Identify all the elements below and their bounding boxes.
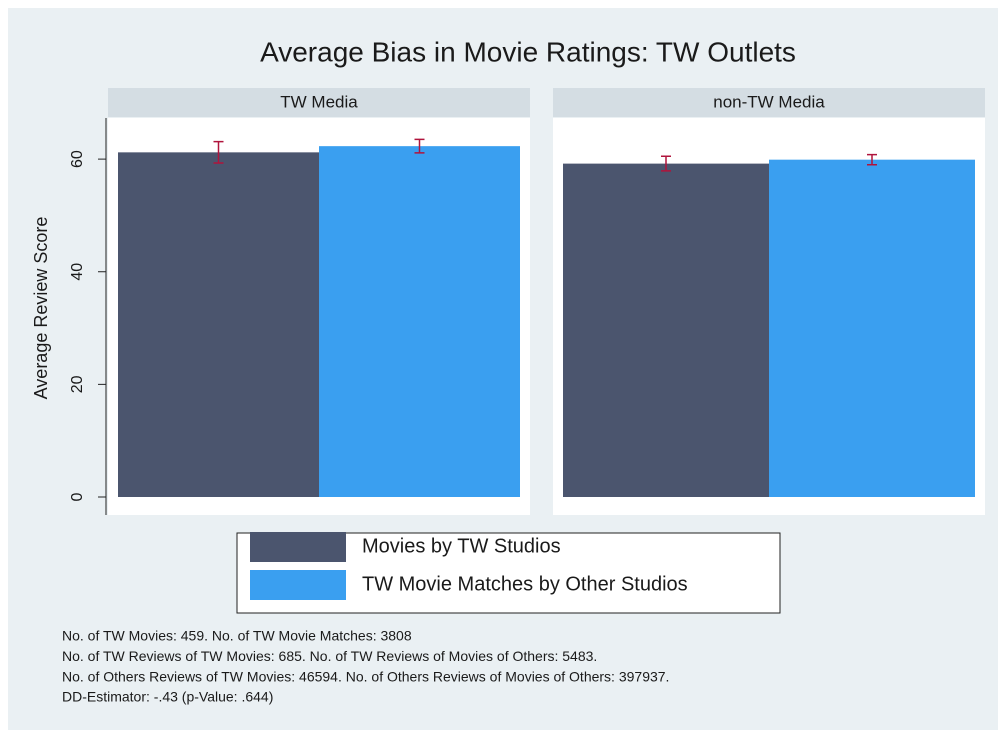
note: No. of TW Reviews of TW Movies: 685. No.… — [62, 648, 597, 664]
legend-label: Movies by TW Studios — [362, 535, 561, 557]
bar — [319, 146, 520, 497]
error-bar — [867, 153, 877, 166]
y-tick-label: 40 — [69, 263, 86, 281]
panel-title: non-TW Media — [713, 92, 825, 111]
panel-title: TW Media — [280, 92, 358, 111]
bar — [769, 159, 975, 498]
legend-label: TW Movie Matches by Other Studios — [362, 573, 688, 595]
panel-header — [553, 88, 985, 117]
chart-title: Average Bias in Movie Ratings: TW Outlet… — [260, 36, 796, 67]
y-tick-label: 60 — [69, 150, 86, 168]
error-bar — [414, 138, 425, 154]
bar — [563, 163, 769, 497]
y-tick-label: 0 — [69, 492, 86, 501]
legend-swatch — [250, 570, 346, 600]
note: DD-Estimator: -.43 (p-Value: .644) — [62, 689, 273, 705]
y-axis-label: Average Review Score — [31, 217, 51, 400]
panel-header — [108, 88, 530, 117]
error-bar — [661, 155, 671, 172]
y-tick-label: 20 — [69, 375, 86, 393]
legend-swatch — [250, 532, 346, 562]
bar — [118, 152, 319, 497]
error-bar — [213, 140, 224, 164]
note: No. of TW Movies: 459. No. of TW Movie M… — [62, 628, 412, 644]
note: No. of Others Reviews of TW Movies: 4659… — [62, 668, 669, 684]
